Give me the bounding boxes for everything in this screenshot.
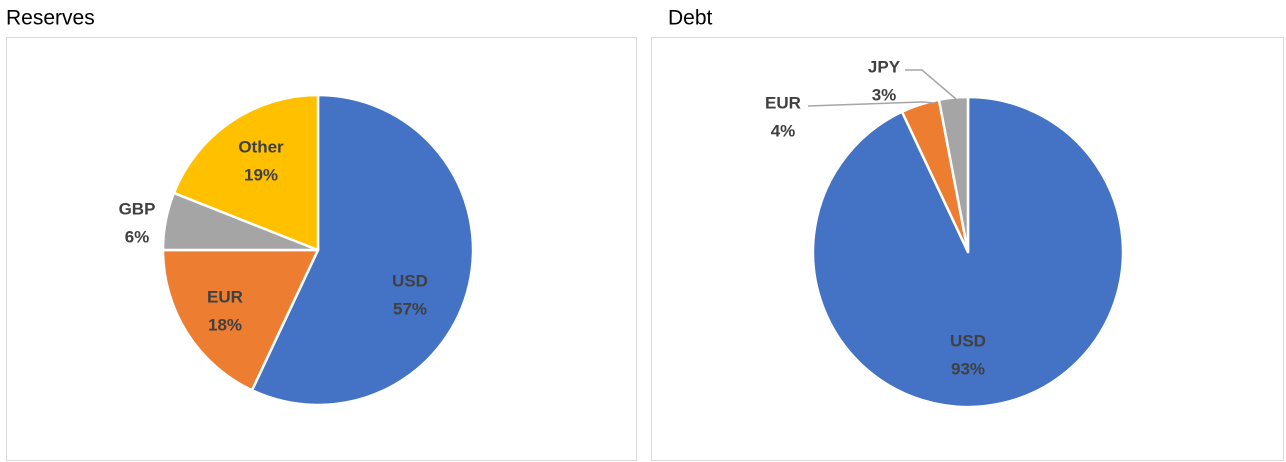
pie-slice: [250, 93, 475, 407]
leader-line: [807, 101, 936, 107]
slice-value-label: 19%: [244, 165, 278, 184]
slice-category-label: USD: [392, 271, 428, 290]
slice-category-label: EUR: [207, 287, 243, 306]
pie-slice: [172, 93, 320, 252]
slice-category-label: Other: [238, 137, 284, 156]
chart-title: Debt: [668, 7, 713, 30]
leader-line: [905, 69, 957, 100]
pie-slice: [161, 248, 320, 392]
slice-category-label: GBP: [119, 199, 156, 218]
slice-value-label: 18%: [208, 315, 242, 334]
chart-title: Reserves: [6, 7, 95, 30]
slice-value-label: 57%: [393, 299, 427, 318]
slice-value-label: 6%: [125, 227, 150, 246]
slice-category-label: JPY: [868, 57, 901, 76]
slice-value-label: 3%: [872, 85, 897, 104]
slice-value-label: 93%: [951, 359, 985, 378]
slice-value-label: 4%: [771, 121, 796, 140]
slice-category-label: EUR: [765, 93, 801, 112]
slice-category-label: USD: [950, 331, 986, 350]
